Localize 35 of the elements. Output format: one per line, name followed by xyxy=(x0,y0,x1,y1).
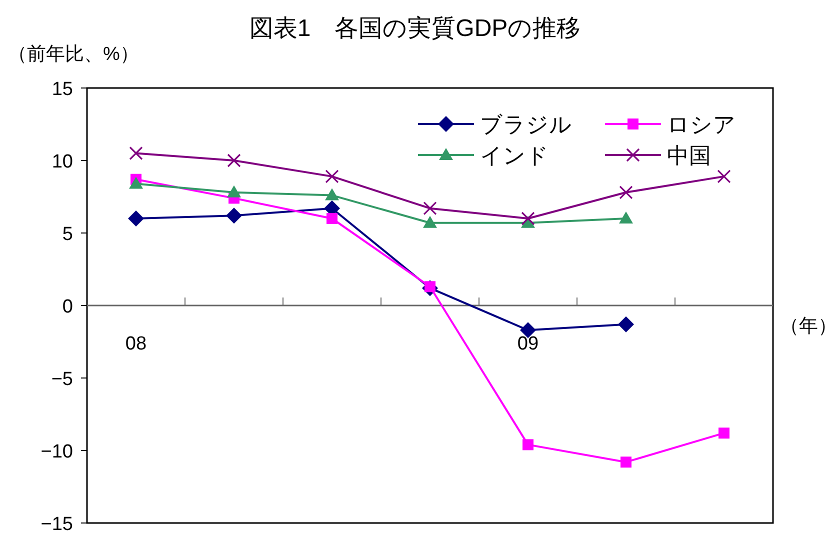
y-tick-label: −15 xyxy=(40,514,73,534)
point xyxy=(423,202,437,216)
y-tick-label: −5 xyxy=(51,369,73,390)
point xyxy=(325,188,339,200)
x-tick-label: 09 xyxy=(517,334,539,354)
point xyxy=(619,186,633,200)
y-tick-label: 15 xyxy=(52,79,73,100)
x-axis-title: （年） xyxy=(780,316,830,337)
legend-label: ブラジル xyxy=(480,112,572,137)
legend-label: 中国 xyxy=(667,143,711,168)
chart-title: 図表1 各国の実質GDPの推移 xyxy=(249,15,581,42)
y-tick-label: 0 xyxy=(62,296,73,318)
y-tick-label: 10 xyxy=(52,152,73,172)
point xyxy=(325,170,339,184)
point xyxy=(522,439,534,450)
point xyxy=(129,146,143,160)
point xyxy=(326,213,338,224)
legend-label: ロシア xyxy=(667,112,736,137)
point xyxy=(227,185,241,198)
legend-label: インド xyxy=(480,143,549,168)
point xyxy=(227,154,241,168)
point xyxy=(226,208,242,224)
y-tick-label: 5 xyxy=(62,224,73,245)
y-axis-title: （前年比、%） xyxy=(8,44,139,65)
point xyxy=(717,170,731,184)
point xyxy=(620,456,632,468)
point xyxy=(521,212,535,226)
point xyxy=(618,316,634,332)
point xyxy=(129,176,143,189)
x-tick-label: 08 xyxy=(125,334,147,354)
point xyxy=(423,216,437,228)
point xyxy=(619,212,633,224)
y-tick-label: −10 xyxy=(40,442,73,462)
point xyxy=(718,428,730,439)
point xyxy=(128,210,144,226)
